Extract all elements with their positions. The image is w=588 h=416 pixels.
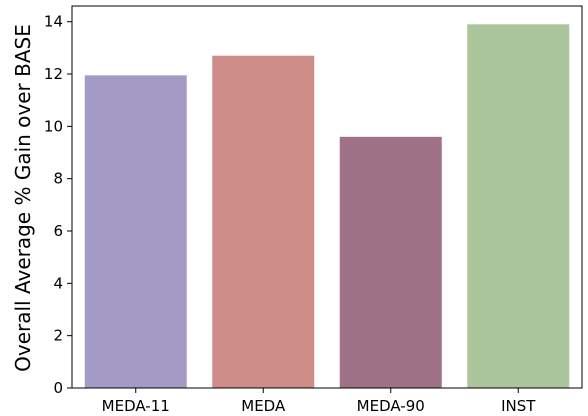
bars: [84, 24, 570, 389]
x-axis-ticks: MEDA-11 MEDA MEDA-90 INST: [102, 388, 536, 415]
y-tick-label: 6: [53, 222, 63, 240]
plot-frame: [71, 5, 583, 389]
x-tick-label: MEDA-11: [102, 397, 170, 415]
y-tick-label: 12: [44, 65, 63, 83]
y-tick-label: 4: [53, 274, 63, 292]
bar-meda: [212, 55, 315, 388]
y-tick-label: 2: [53, 327, 63, 345]
y-tick-label: 10: [44, 117, 63, 135]
x-tick-label: MEDA-90: [357, 397, 425, 415]
y-axis-label: Overall Average % Gain over BASE: [11, 24, 35, 372]
bar-inst: [467, 24, 570, 389]
bar-meda-11: [84, 75, 187, 388]
x-tick-label: MEDA: [241, 397, 286, 415]
y-axis-ticks: 0 2 4 6 8 10 12 14: [44, 13, 72, 397]
x-tick-label: INST: [501, 397, 536, 415]
bar-meda-90: [339, 136, 442, 388]
y-tick-label: 8: [53, 170, 63, 188]
y-tick-label: 14: [44, 13, 63, 31]
y-tick-label: 0: [53, 379, 63, 397]
